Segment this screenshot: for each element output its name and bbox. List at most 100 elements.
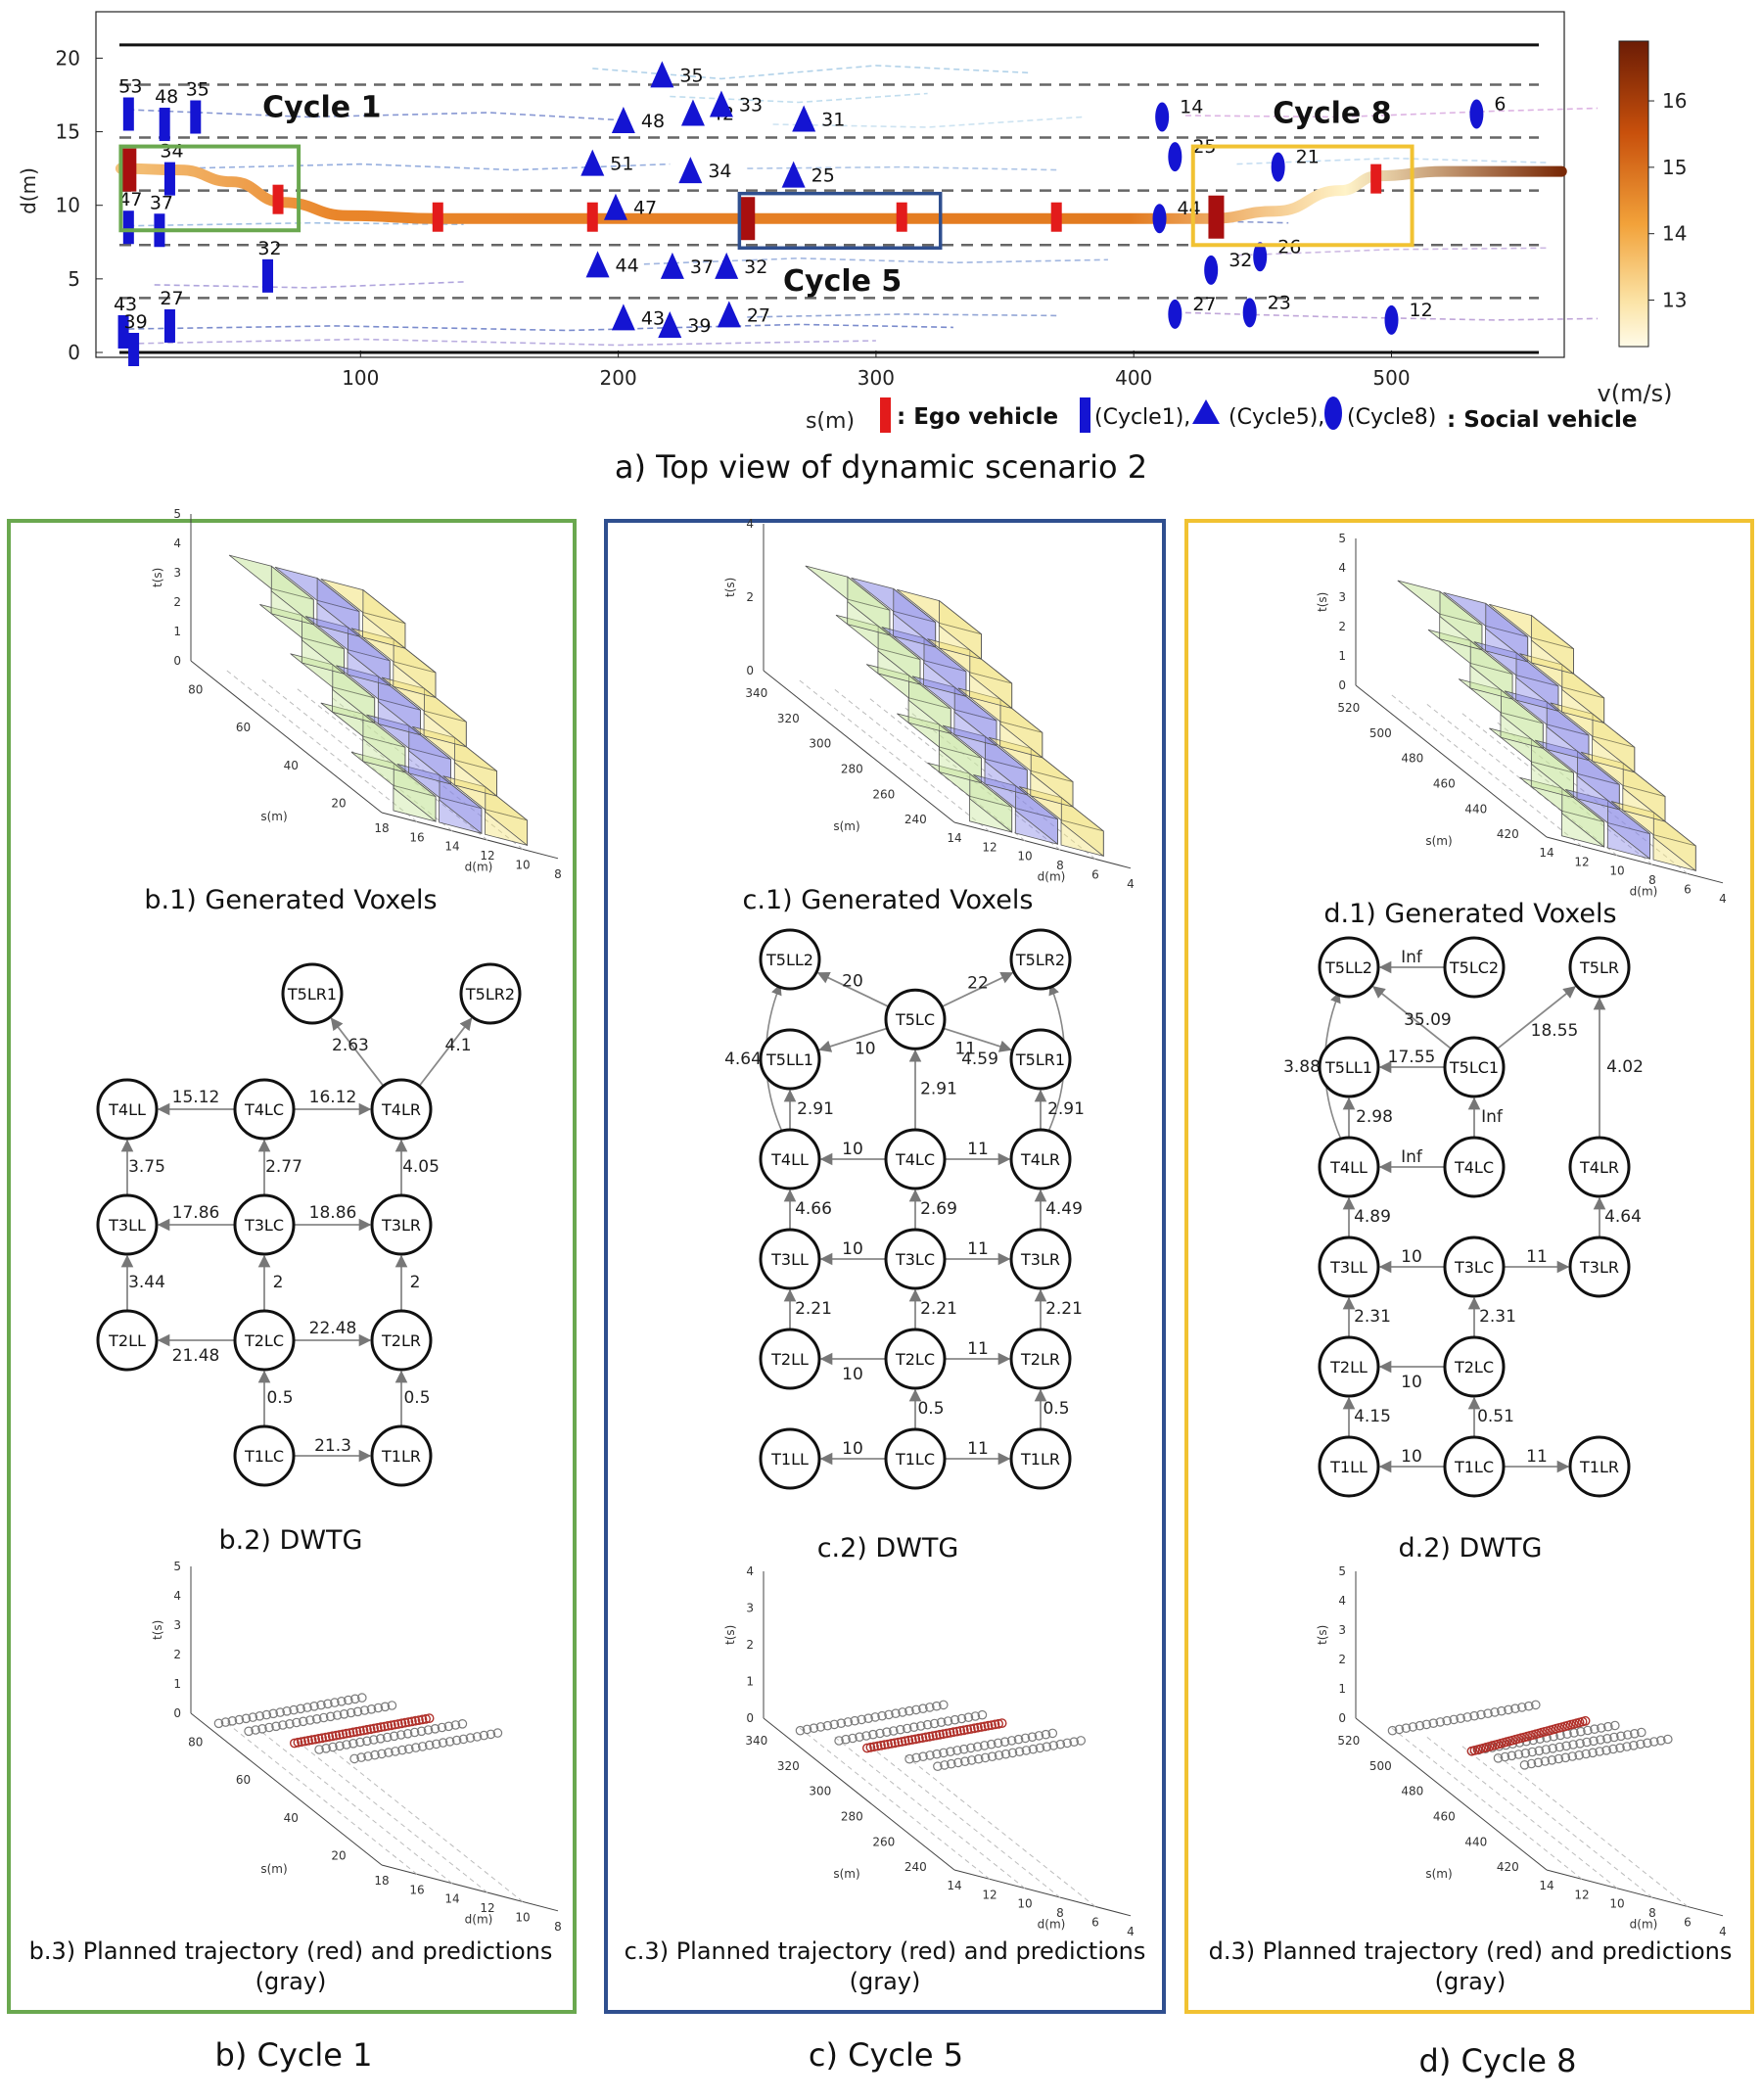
legend-cycle8-text: (Cycle8) [1347, 405, 1436, 430]
traj-caption-c-line1: c.3) Planned trajectory (red) and predic… [624, 1937, 1146, 1965]
social-vehicle-cycle8 [1152, 204, 1167, 234]
vehicle-id-label: 12 [1410, 300, 1433, 321]
colorbar: 13 14 15 16 v(m/s) [1598, 40, 1687, 407]
panel-cycle1 [7, 519, 577, 2014]
vehicle-id-label: 47 [118, 189, 142, 210]
ego-trajectory [115, 163, 1567, 224]
prediction-dash-line [747, 313, 1057, 318]
y-tick-label: 20 [56, 46, 80, 70]
cycle8-label: Cycle 8 [1273, 97, 1391, 131]
prediction-dash-line [592, 65, 1031, 80]
voxels-caption-c: c.1) Generated Voxels [742, 885, 1034, 915]
colorbar-tick-label: 15 [1662, 156, 1687, 179]
social-vehicle-cycle5 [585, 251, 610, 278]
panel-caption-d: d) Cycle 8 [1418, 2042, 1577, 2079]
legend-social-text: : Social vehicle [1447, 407, 1637, 433]
x-axis-label: s(m) [806, 409, 855, 434]
prediction-dash-line [1236, 157, 1547, 165]
vehicle-id-label: 21 [1296, 147, 1320, 168]
social-vehicle-cycle8 [1384, 304, 1399, 335]
social-vehicle-cycle5 [658, 310, 682, 338]
prediction-dash-line [154, 281, 464, 289]
vehicle-id-label: 53 [118, 76, 142, 98]
social-vehicle-cycle5 [603, 193, 627, 220]
prediction-dash-line [128, 109, 619, 121]
vehicle-id-label: 39 [124, 311, 148, 333]
vehicle-id-label: 14 [1180, 97, 1203, 118]
prediction-dash-line [643, 257, 1108, 265]
vehicle-id-label: 44 [616, 255, 639, 276]
vehicle-id-label: 48 [641, 111, 665, 132]
social-vehicle-cycle1 [128, 332, 140, 366]
legend-cycle1-swatch [1080, 397, 1090, 433]
social-vehicle-cycle1 [163, 308, 175, 343]
social-vehicle-cycle8 [1204, 255, 1219, 285]
traj-caption-d-line1: d.3) Planned trajectory (red) and predic… [1208, 1937, 1733, 1965]
vehicle-id-label: 47 [633, 198, 657, 219]
prediction-dash-line [670, 92, 928, 104]
vehicle-id-label: 33 [739, 94, 763, 116]
vehicle-id-label: 32 [257, 238, 281, 259]
x-tick-label: 300 [858, 366, 895, 390]
panel-caption-c: c) Cycle 5 [808, 2036, 964, 2074]
social-vehicle-cycle5 [680, 99, 705, 126]
social-vehicle-cycle1 [190, 100, 202, 134]
vehicle-id-label: 35 [679, 65, 703, 86]
legend-cycle1-text: (Cycle1), [1094, 405, 1190, 430]
social-vehicle-cycle5 [660, 252, 684, 279]
social-vehicle-cycle5 [709, 90, 733, 117]
cycle1-box [118, 144, 301, 233]
top-view-caption: a) Top view of dynamic scenario 2 [614, 448, 1148, 486]
legend-cycle5-text: (Cycle5), [1229, 405, 1324, 430]
traj-caption-d: d.3) Planned trajectory (red) and predic… [1196, 1937, 1744, 1997]
dwtg-caption-c: c.2) DWTG [816, 1533, 959, 1563]
vehicle-id-label: 43 [114, 294, 137, 315]
prediction-dash-line [772, 116, 1083, 128]
x-tick-label: 400 [1115, 366, 1152, 390]
cycle-boxes: Cycle 1 Cycle 5 Cycle 8 [118, 91, 1414, 299]
voxels-caption-d: d.1) Generated Voxels [1323, 899, 1617, 929]
vehicle-id-label: 34 [708, 161, 731, 182]
legend-ego-swatch [880, 397, 891, 433]
traj-caption-c: c.3) Planned trajectory (red) and predic… [611, 1937, 1159, 1997]
colorbar-gradient [1618, 40, 1649, 348]
y-tick-label: 10 [56, 194, 80, 217]
vehicle-id-label: 39 [687, 315, 711, 337]
social-vehicle-cycle5 [792, 105, 816, 132]
social-vehicles: 5348353447373227433935484233315134254744… [114, 61, 1506, 366]
vehicle-id-label: 44 [1178, 198, 1201, 219]
cycle5-box [737, 191, 943, 251]
ego-vehicle-marker [1370, 163, 1382, 194]
social-vehicle-cycle5 [678, 157, 703, 184]
social-vehicle-cycle5 [611, 107, 635, 134]
y-tick-label: 15 [56, 120, 80, 144]
colorbar-label: v(m/s) [1598, 380, 1673, 407]
ego-trajectory-path [115, 163, 1567, 224]
vehicle-id-label: 6 [1494, 94, 1506, 116]
ego-vehicle-marker [1050, 202, 1062, 232]
social-vehicle-cycle1 [262, 258, 274, 293]
ego-vehicle-marker [272, 184, 284, 214]
social-vehicle-cycle8 [1271, 152, 1285, 182]
social-vehicle-cycle1 [163, 162, 175, 196]
ego-vehicle-marker [896, 202, 907, 232]
vehicle-id-label: 25 [811, 165, 835, 187]
vehicle-id-label: 23 [1268, 292, 1291, 313]
panel-caption-b: b) Cycle 1 [214, 2036, 373, 2074]
ego-vehicle-marker [586, 202, 598, 232]
social-vehicle-cycle5 [580, 149, 605, 176]
vehicle-id-label: 27 [747, 304, 770, 326]
social-vehicle-cycle1 [117, 314, 129, 349]
prediction-dash-line [128, 338, 876, 347]
legend: : Ego vehicle (Cycle1), (Cycle5), (Cycle8):… [880, 397, 1637, 433]
social-vehicle-cycle1 [159, 108, 170, 142]
social-vehicle-cycle5 [650, 61, 674, 88]
colorbar-tick-label: 13 [1662, 289, 1687, 312]
y-tick-label: 0 [68, 341, 80, 364]
cycle8-box [1190, 144, 1414, 248]
y-tick-label: 5 [68, 267, 80, 291]
vehicle-id-label: 35 [186, 79, 209, 101]
ego-vehicle-marker [1208, 195, 1225, 239]
social-vehicle-cycle1 [122, 97, 134, 131]
vehicle-id-label: 32 [744, 257, 767, 278]
